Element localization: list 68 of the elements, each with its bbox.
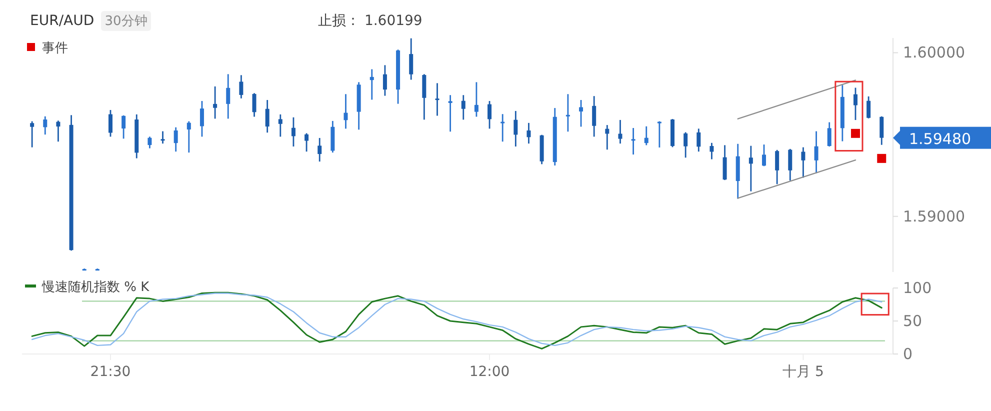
candlestick xyxy=(213,86,218,120)
chart-subtitle: 30分钟 xyxy=(104,14,148,29)
x-tick-label: 12:00 xyxy=(469,364,510,380)
legend-label: 慢速随机指数 % K xyxy=(41,280,150,295)
candlestick xyxy=(500,113,505,142)
candlestick xyxy=(631,127,636,156)
candlestick xyxy=(422,73,426,120)
candlestick xyxy=(226,73,230,120)
candlestick xyxy=(827,122,832,148)
y-tick-label: 1.60000 xyxy=(903,44,966,62)
candlestick xyxy=(514,110,518,148)
candlestick xyxy=(579,99,584,128)
candlestick xyxy=(278,114,282,138)
candlestick xyxy=(696,128,701,152)
candlestick xyxy=(265,99,270,134)
candlestick xyxy=(710,142,714,160)
candlestick xyxy=(382,64,387,96)
candlestick xyxy=(174,126,178,152)
candlestick xyxy=(239,74,244,100)
candlestick xyxy=(801,146,806,178)
candlestick xyxy=(644,126,648,146)
candlestick xyxy=(748,145,753,192)
candlestick xyxy=(775,149,780,185)
candlestick xyxy=(370,68,374,100)
candlestick xyxy=(526,122,531,144)
candlestick xyxy=(252,92,256,118)
candlestick xyxy=(435,82,440,116)
y-tick-label: 1.59000 xyxy=(903,207,966,226)
candlestick xyxy=(880,116,884,146)
x-tick-label: 十月 5 xyxy=(782,364,824,380)
candlestick xyxy=(318,137,322,162)
candlestick xyxy=(657,120,662,148)
y-tick-label: 0 xyxy=(903,345,913,363)
candlestick xyxy=(684,132,688,158)
y-tick-label: 50 xyxy=(903,312,922,330)
candlestick xyxy=(853,87,858,121)
candlestick xyxy=(122,114,126,140)
x-tick-label: 21:30 xyxy=(90,364,131,380)
candlestick xyxy=(344,93,348,130)
candlestick xyxy=(304,132,309,152)
chart-title: EUR/AUD xyxy=(30,13,94,29)
y-tick-label: 100 xyxy=(903,279,932,297)
candlestick xyxy=(160,130,165,144)
candlestick xyxy=(461,94,466,120)
text: 止损： 1.60199 xyxy=(318,13,422,29)
candlestick xyxy=(566,93,570,132)
candlestick xyxy=(30,120,34,148)
candlestick xyxy=(762,144,766,167)
candlestick xyxy=(605,124,610,150)
candlestick xyxy=(148,136,152,149)
candlestick xyxy=(43,116,48,136)
candlestick xyxy=(474,81,478,118)
candlestick xyxy=(488,100,492,130)
candlestick xyxy=(618,119,622,144)
candlestick xyxy=(330,120,335,154)
candlestick xyxy=(409,38,414,80)
candlestick xyxy=(56,120,60,142)
candlestick xyxy=(592,95,596,138)
candlestick xyxy=(200,100,204,138)
legend-label: 事件 xyxy=(42,41,68,56)
candlestick xyxy=(186,120,191,154)
candlestick xyxy=(291,116,296,148)
candlestick xyxy=(866,96,871,120)
candlestick xyxy=(448,94,452,132)
candlestick xyxy=(814,130,818,174)
candlestick xyxy=(722,144,727,181)
candlestick xyxy=(108,109,112,138)
candlestick xyxy=(788,148,792,182)
